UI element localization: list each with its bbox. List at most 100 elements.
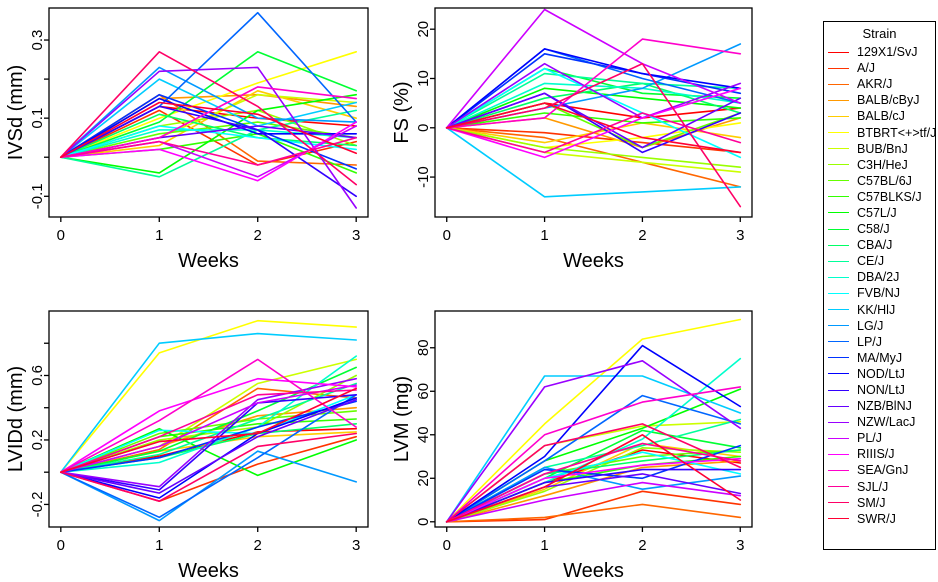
legend-item: AKR/J <box>824 76 935 92</box>
legend-item-label: BALB/cJ <box>857 109 905 124</box>
x-tick-label: 3 <box>352 537 360 554</box>
legend-item: SM/J <box>824 495 935 511</box>
legend-line-swatch <box>828 309 849 311</box>
x-tick-label: 1 <box>540 227 548 244</box>
x-tick-label: 1 <box>155 537 163 554</box>
legend-line-swatch <box>828 518 849 520</box>
series-line-BTBRT<+>tf/J <box>445 318 742 523</box>
series-line-NZW/LacJ <box>59 66 358 209</box>
legend-item-label: FVB/NJ <box>857 286 901 301</box>
legend-item: C57BLKS/J <box>824 189 935 205</box>
legend-line-swatch <box>828 180 849 182</box>
legend-item: C57L/J <box>824 205 935 221</box>
legend-item-label: AKR/J <box>857 77 893 92</box>
series-line-C3H/HeJ <box>445 127 742 168</box>
series-line-BTBRT<+>tf/J <box>59 319 358 474</box>
series-line-KK/HlJ <box>445 127 742 198</box>
legend-item-label: KK/HlJ <box>857 302 896 317</box>
series-line-NOD/LtJ <box>445 344 742 523</box>
series-line-SM/J <box>445 62 742 208</box>
legend-line-swatch <box>828 212 849 214</box>
series-line-SM/J <box>59 50 358 186</box>
series-line-KK/HlJ <box>59 78 358 158</box>
legend-item: NZW/LacJ <box>824 414 935 430</box>
legend-line-swatch <box>828 325 849 327</box>
y-tick-label: 10 <box>415 70 432 87</box>
legend-items: 129X1/SvJ A/J AKR/J BALB/cByJ BALB/cJ BTBRT<+… <box>824 44 936 527</box>
y-tick-label: 80 <box>415 339 432 356</box>
legend-item: BTBRT<+>tf/J <box>824 124 936 140</box>
series-line-RIIIS/J <box>59 377 358 474</box>
legend-item: C57BL/6J <box>824 173 935 189</box>
series-line-KK/HlJ <box>59 332 358 474</box>
legend-line-swatch <box>828 389 849 391</box>
series-line-A/J <box>445 490 742 523</box>
legend-item-label: CBA/J <box>857 238 893 253</box>
series-line-SEA/GnJ <box>59 358 358 474</box>
series-line-RIIIS/J <box>445 457 742 523</box>
legend-line-swatch <box>828 453 849 455</box>
legend-line-swatch <box>828 244 849 246</box>
legend-item-label: C58/J <box>857 222 890 237</box>
legend-line-swatch <box>828 405 849 407</box>
x-tick-label: 2 <box>638 537 646 554</box>
legend-line-swatch <box>828 228 849 230</box>
legend-line-swatch <box>828 421 849 423</box>
series-line-SWR/J <box>59 101 358 158</box>
legend-item-label: NON/LtJ <box>857 383 905 398</box>
legend-item: NOD/LtJ <box>824 366 935 382</box>
series-line-CBA/J <box>59 113 358 158</box>
legend-item-label: SJL/J <box>857 479 889 494</box>
y-tick-label: 0 <box>415 518 432 526</box>
legend-item: CE/J <box>824 253 935 269</box>
legend-line-swatch <box>828 99 849 101</box>
legend-title: Strain <box>862 26 897 41</box>
series-line-SWR/J <box>445 102 742 154</box>
series-line-RIIIS/J <box>445 87 742 159</box>
legend-line-swatch <box>828 164 849 166</box>
series-line-SEA/GnJ <box>445 386 742 523</box>
x-tick-label: 3 <box>736 537 744 554</box>
legend-line-swatch <box>828 196 849 198</box>
x-tick-label: 0 <box>57 537 65 554</box>
x-tick-label: 2 <box>254 227 262 244</box>
x-tick-label: 0 <box>443 537 451 554</box>
legend-line-swatch <box>828 83 849 85</box>
series-line-SEA/GnJ <box>59 86 358 158</box>
legend-item-label: CE/J <box>857 254 885 269</box>
y-tick-label: 60 <box>415 383 432 400</box>
legend-item: BALB/cJ <box>824 108 935 124</box>
series-line-SWR/J <box>59 387 358 474</box>
y-tick-label: 0.6 <box>29 365 46 386</box>
legend-line-swatch <box>828 437 849 439</box>
legend-item: FVB/NJ <box>824 285 935 301</box>
series-line-SM/J <box>445 423 742 523</box>
y-tick-label: 40 <box>415 426 432 443</box>
series-line-SJL/J <box>59 389 358 474</box>
legend-item-label: SWR/J <box>857 511 896 526</box>
x-tick-label: 3 <box>736 227 744 244</box>
legend-line-swatch <box>828 132 849 134</box>
panel-ivsd: 0 1 2 3 -0.1 0.1 0.3 Weeks IVSd (mm) <box>5 7 369 272</box>
legend-item: SEA/GnJ <box>824 462 935 478</box>
y-tick-label: 20 <box>415 470 432 487</box>
legend-item: C58/J <box>824 221 935 237</box>
plot-box-lvm <box>434 310 753 528</box>
legend-line-swatch <box>828 486 849 488</box>
series-line-NON/LtJ <box>445 468 742 523</box>
legend-item-label: A/J <box>857 61 876 76</box>
legend-item: SWR/J <box>824 511 935 527</box>
legend-item-label: RIIIS/J <box>857 447 895 462</box>
series-line-SJL/J <box>445 442 742 523</box>
series-line-C58/J <box>59 50 358 158</box>
legend-item-label: SEA/GnJ <box>857 463 909 478</box>
x-tick-label: 0 <box>443 227 451 244</box>
legend-item-label: PL/J <box>857 431 883 446</box>
legend-item-label: DBA/2J <box>857 270 900 285</box>
y-tick-label: 0.3 <box>29 30 46 51</box>
series-line-C57BLKS/J <box>445 112 742 129</box>
legend-line-swatch <box>828 260 849 262</box>
panel-fs: 0 1 2 3 -10 0 10 20 Weeks FS (%) <box>391 7 753 272</box>
